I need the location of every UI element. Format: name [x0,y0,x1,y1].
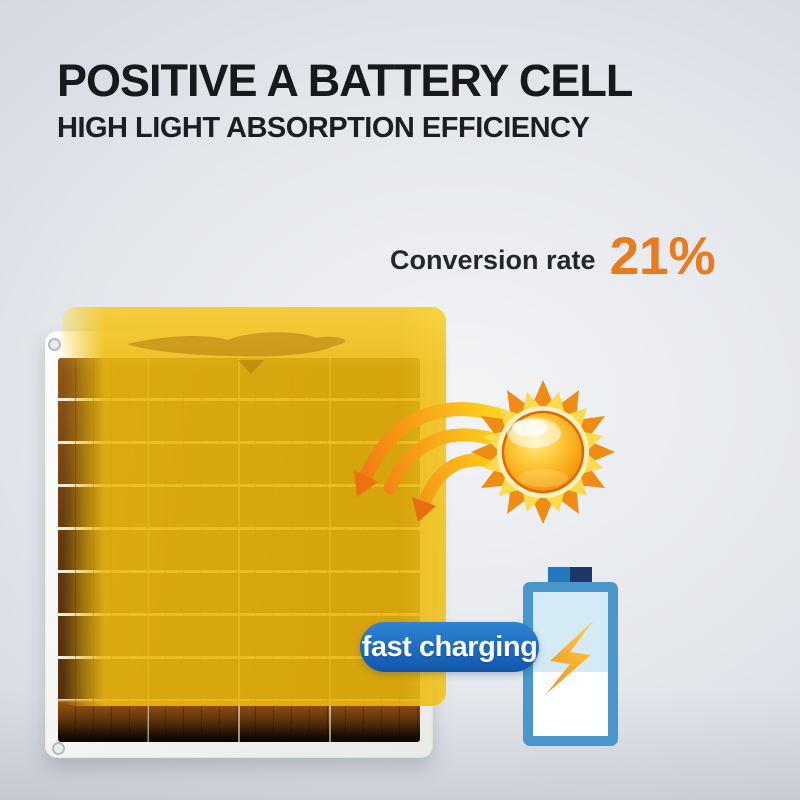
conversion-rate: Conversion rate 21% [390,230,716,283]
junction-box-silhouette [127,332,346,374]
battery-cap-right [570,567,592,583]
sun-icon [471,380,615,524]
page-subtitle: HIGH LIGHT ABSORPTION EFFICIENCY [57,112,590,144]
sun-and-arrows [354,380,615,524]
conversion-rate-value: 21% [609,227,716,286]
battery-cap-left [548,567,570,583]
fast-charging-label: fast charging [361,630,538,663]
battery-icon [523,567,618,746]
lightning-icon [546,620,594,694]
conversion-rate-label: Conversion rate [390,245,596,275]
mounting-hole-icon [52,742,65,755]
page-title: POSITIVE A BATTERY CELL [57,55,633,106]
fast-charging-badge: fast charging [360,622,539,672]
mounting-hole-icon [48,338,61,351]
